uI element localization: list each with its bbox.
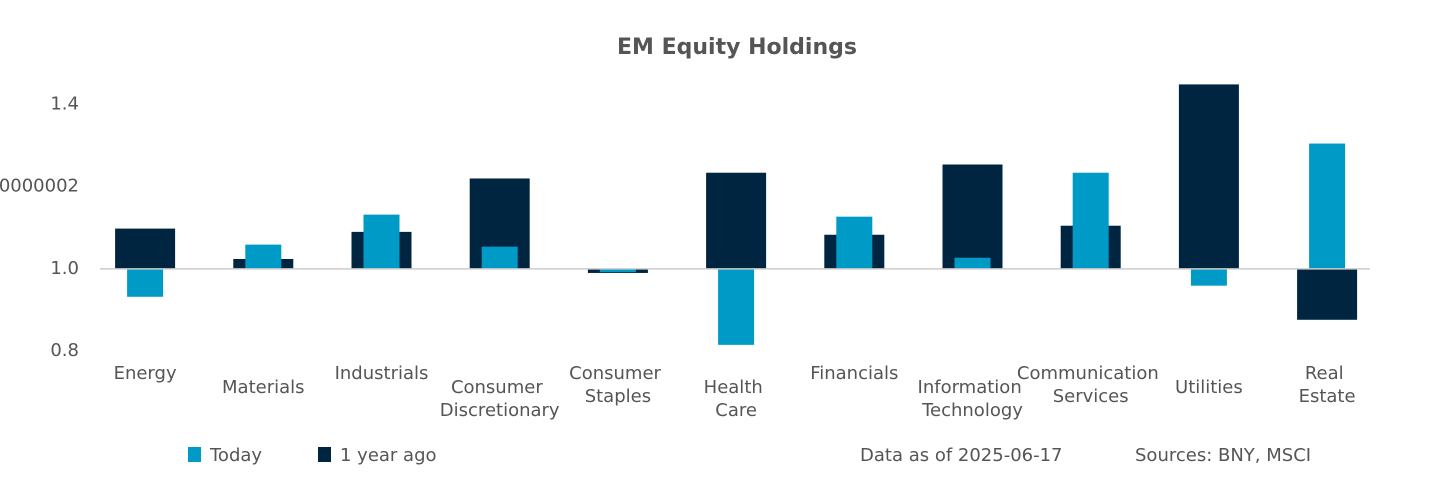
- bar: [1072, 172, 1109, 269]
- bar: [481, 246, 518, 269]
- bar: [706, 172, 767, 269]
- bar: [245, 244, 282, 269]
- x-tick-label: Real Estate: [1299, 363, 1356, 407]
- y-tick-label: 1.2000000000000002: [0, 176, 79, 197]
- legend-label: Today: [209, 445, 262, 466]
- chart-title: EM Equity Holdings: [617, 35, 857, 60]
- bar: [363, 214, 400, 269]
- x-tick-label: Consumer Staples: [569, 363, 667, 407]
- bar: [836, 216, 873, 269]
- x-tick-label: Energy: [114, 363, 177, 384]
- x-tick-label: Materials: [222, 377, 305, 398]
- bar: [1309, 143, 1346, 269]
- x-tick-label: Utilities: [1175, 377, 1243, 398]
- legend-swatch: [188, 447, 201, 462]
- bar: [942, 164, 1003, 269]
- bar: [1297, 268, 1358, 320]
- bar: [599, 268, 636, 273]
- bar: [115, 228, 176, 269]
- legend-label: 1 year ago: [340, 445, 437, 466]
- y-tick-label: 1.4: [50, 94, 79, 115]
- bar: [1190, 268, 1227, 286]
- x-tick-label: Financials: [810, 363, 898, 384]
- legend-swatch: [318, 447, 331, 462]
- x-tick-label: Industrials: [335, 363, 429, 384]
- x-tick-label: Communication Services: [1017, 363, 1165, 407]
- x-tick-label: Consumer Discretionary: [440, 377, 560, 421]
- note: Data as of 2025-06-17: [860, 445, 1063, 466]
- bar: [718, 268, 755, 345]
- note: Sources: BNY, MSCI: [1135, 445, 1311, 466]
- bar: [127, 268, 164, 297]
- y-tick-label: 0.8: [50, 340, 79, 361]
- bar: [1178, 84, 1239, 269]
- y-tick-label: 1.0: [50, 258, 79, 279]
- bar: [954, 257, 991, 269]
- x-tick-label: Health Care: [704, 377, 769, 421]
- x-tick-label: Information Technology: [918, 377, 1028, 421]
